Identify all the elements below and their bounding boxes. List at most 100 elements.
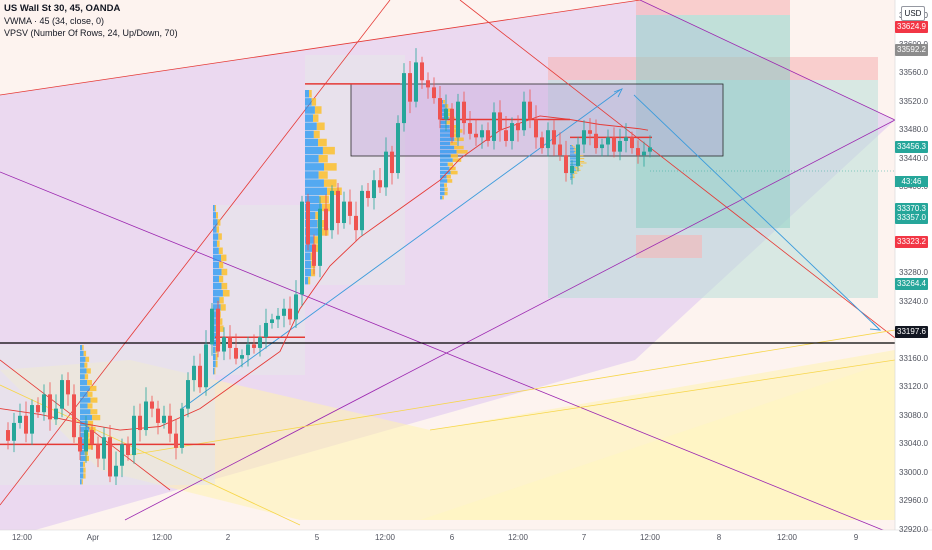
volume-profile-up-bar (213, 318, 219, 325)
candle-body (186, 380, 190, 409)
volume-profile-up-bar (80, 438, 87, 444)
candle-body (582, 130, 586, 145)
price-tick-label: 33480.0 (899, 125, 928, 135)
price-tag[interactable]: 33323.2 (895, 236, 928, 249)
candle-body (612, 137, 616, 152)
volume-profile-down-bar (216, 240, 220, 247)
candle-body (246, 344, 250, 356)
candle-body (126, 444, 130, 456)
candle-body (24, 415, 28, 434)
currency-button[interactable]: USD (901, 6, 925, 21)
vwma-legend[interactable]: VWMA · 45 (34, close, 0) (4, 16, 105, 26)
volume-profile-up-bar (440, 162, 448, 167)
short-position-stop-zone[interactable] (636, 0, 790, 15)
candle-body (156, 408, 160, 423)
time-tick-label: 12:00 (151, 533, 173, 542)
volume-profile-down-bar (314, 106, 322, 114)
candle-body (312, 244, 316, 266)
price-tag[interactable]: 33357.0 (895, 212, 928, 225)
volume-profile-down-bar (454, 145, 464, 150)
volume-profile-up-bar (213, 268, 222, 276)
volume-profile-up-bar (440, 187, 445, 192)
price-tag[interactable]: 33456.3 (895, 141, 928, 154)
volume-profile-up-bar (570, 158, 579, 160)
volume-profile-up-bar (305, 146, 323, 155)
price-axis[interactable] (895, 0, 932, 530)
volume-profile-down-bar (576, 169, 581, 171)
candle-body (354, 215, 358, 231)
candle-body (48, 394, 52, 420)
volume-profile-down-bar (86, 438, 92, 444)
volume-profile-up-bar (305, 220, 318, 228)
vpsv-legend[interactable]: VPSV (Number Of Rows, 24, Up/Down, 70) (4, 28, 178, 38)
volume-profile-up-bar (213, 282, 222, 290)
volume-profile-down-bar (89, 385, 97, 392)
candle-body (174, 433, 178, 448)
volume-profile-down-bar (575, 168, 580, 170)
candle-body (516, 123, 520, 131)
volume-profile-up-bar (305, 130, 314, 139)
volume-profile-up-bar (213, 290, 223, 297)
volume-profile-up-bar (213, 275, 220, 283)
candle-body (456, 101, 460, 138)
volume-profile-down-bar (87, 444, 93, 450)
candle-body (366, 190, 370, 199)
candle-body (300, 201, 304, 295)
candle-body (234, 347, 238, 359)
price-tick-label: 33080.0 (899, 410, 928, 420)
volume-profile-down-bar (444, 187, 448, 192)
candle-body (90, 430, 94, 445)
time-tick-label: 2 (225, 533, 231, 542)
candle-body (216, 308, 220, 352)
volume-profile-down-bar (443, 100, 446, 104)
candle-body (480, 130, 484, 138)
fib-fan-yellow-fill-lower[interactable] (300, 360, 895, 520)
volume-profile-up-bar (80, 479, 82, 485)
purple-trendlines[interactable] (0, 0, 896, 536)
candle-body (408, 73, 412, 102)
candle-body (426, 80, 430, 88)
volume-profile-up-bar (440, 166, 450, 171)
price-tick-label: 33160.0 (899, 353, 928, 363)
volume-profile-down-bar (578, 158, 585, 160)
volume-profile-down-bar (219, 275, 224, 283)
price-tick-label: 32960.0 (899, 496, 928, 506)
candle-body (72, 394, 76, 438)
volume-profile-up-bar (440, 141, 451, 146)
candle-body (504, 130, 508, 141)
candle-body (570, 165, 574, 174)
volume-profile-up-bar (570, 161, 579, 163)
symbol-title[interactable]: US Wall St 30, 45, OANDA (4, 3, 121, 14)
price-tick-label: 33040.0 (899, 439, 928, 449)
volume-profile-down-bar (318, 138, 327, 147)
candle-body (402, 73, 406, 124)
volume-profile-down-bar (321, 203, 334, 212)
volume-profile-down-bar (318, 155, 328, 163)
price-tag[interactable]: 33370.3 (895, 202, 928, 215)
price-tag[interactable]: 33264.4 (895, 278, 928, 291)
volume-profile-up-bar (213, 240, 217, 247)
volume-profile-down-bar (444, 183, 447, 187)
volume-profile-up-bar (80, 374, 85, 380)
price-tag[interactable]: 33197.6 (895, 325, 928, 338)
candle-body (318, 208, 322, 266)
price-tag[interactable]: 33592.2 (895, 44, 928, 57)
candle-body (252, 344, 256, 348)
time-tick-label: 8 (716, 533, 722, 542)
volume-profile-down-bar (578, 155, 584, 157)
candle-body (522, 101, 526, 131)
volume-profile-down-bar (447, 179, 453, 183)
candle-body (342, 201, 346, 224)
short-position-stop-zone-lower[interactable] (636, 235, 702, 258)
candle-body (600, 144, 604, 149)
price-tag[interactable]: 33624.9 (895, 20, 928, 33)
candle-body (276, 315, 280, 320)
volume-profile-down-bar (90, 397, 98, 403)
volume-profile-down-bar (87, 403, 93, 409)
time-axis[interactable] (0, 530, 932, 550)
volume-profile-up-bar (213, 254, 222, 262)
volume-profile-down-bar (83, 350, 87, 357)
candle-body (546, 130, 550, 149)
volume-profile-up-bar (80, 473, 84, 479)
